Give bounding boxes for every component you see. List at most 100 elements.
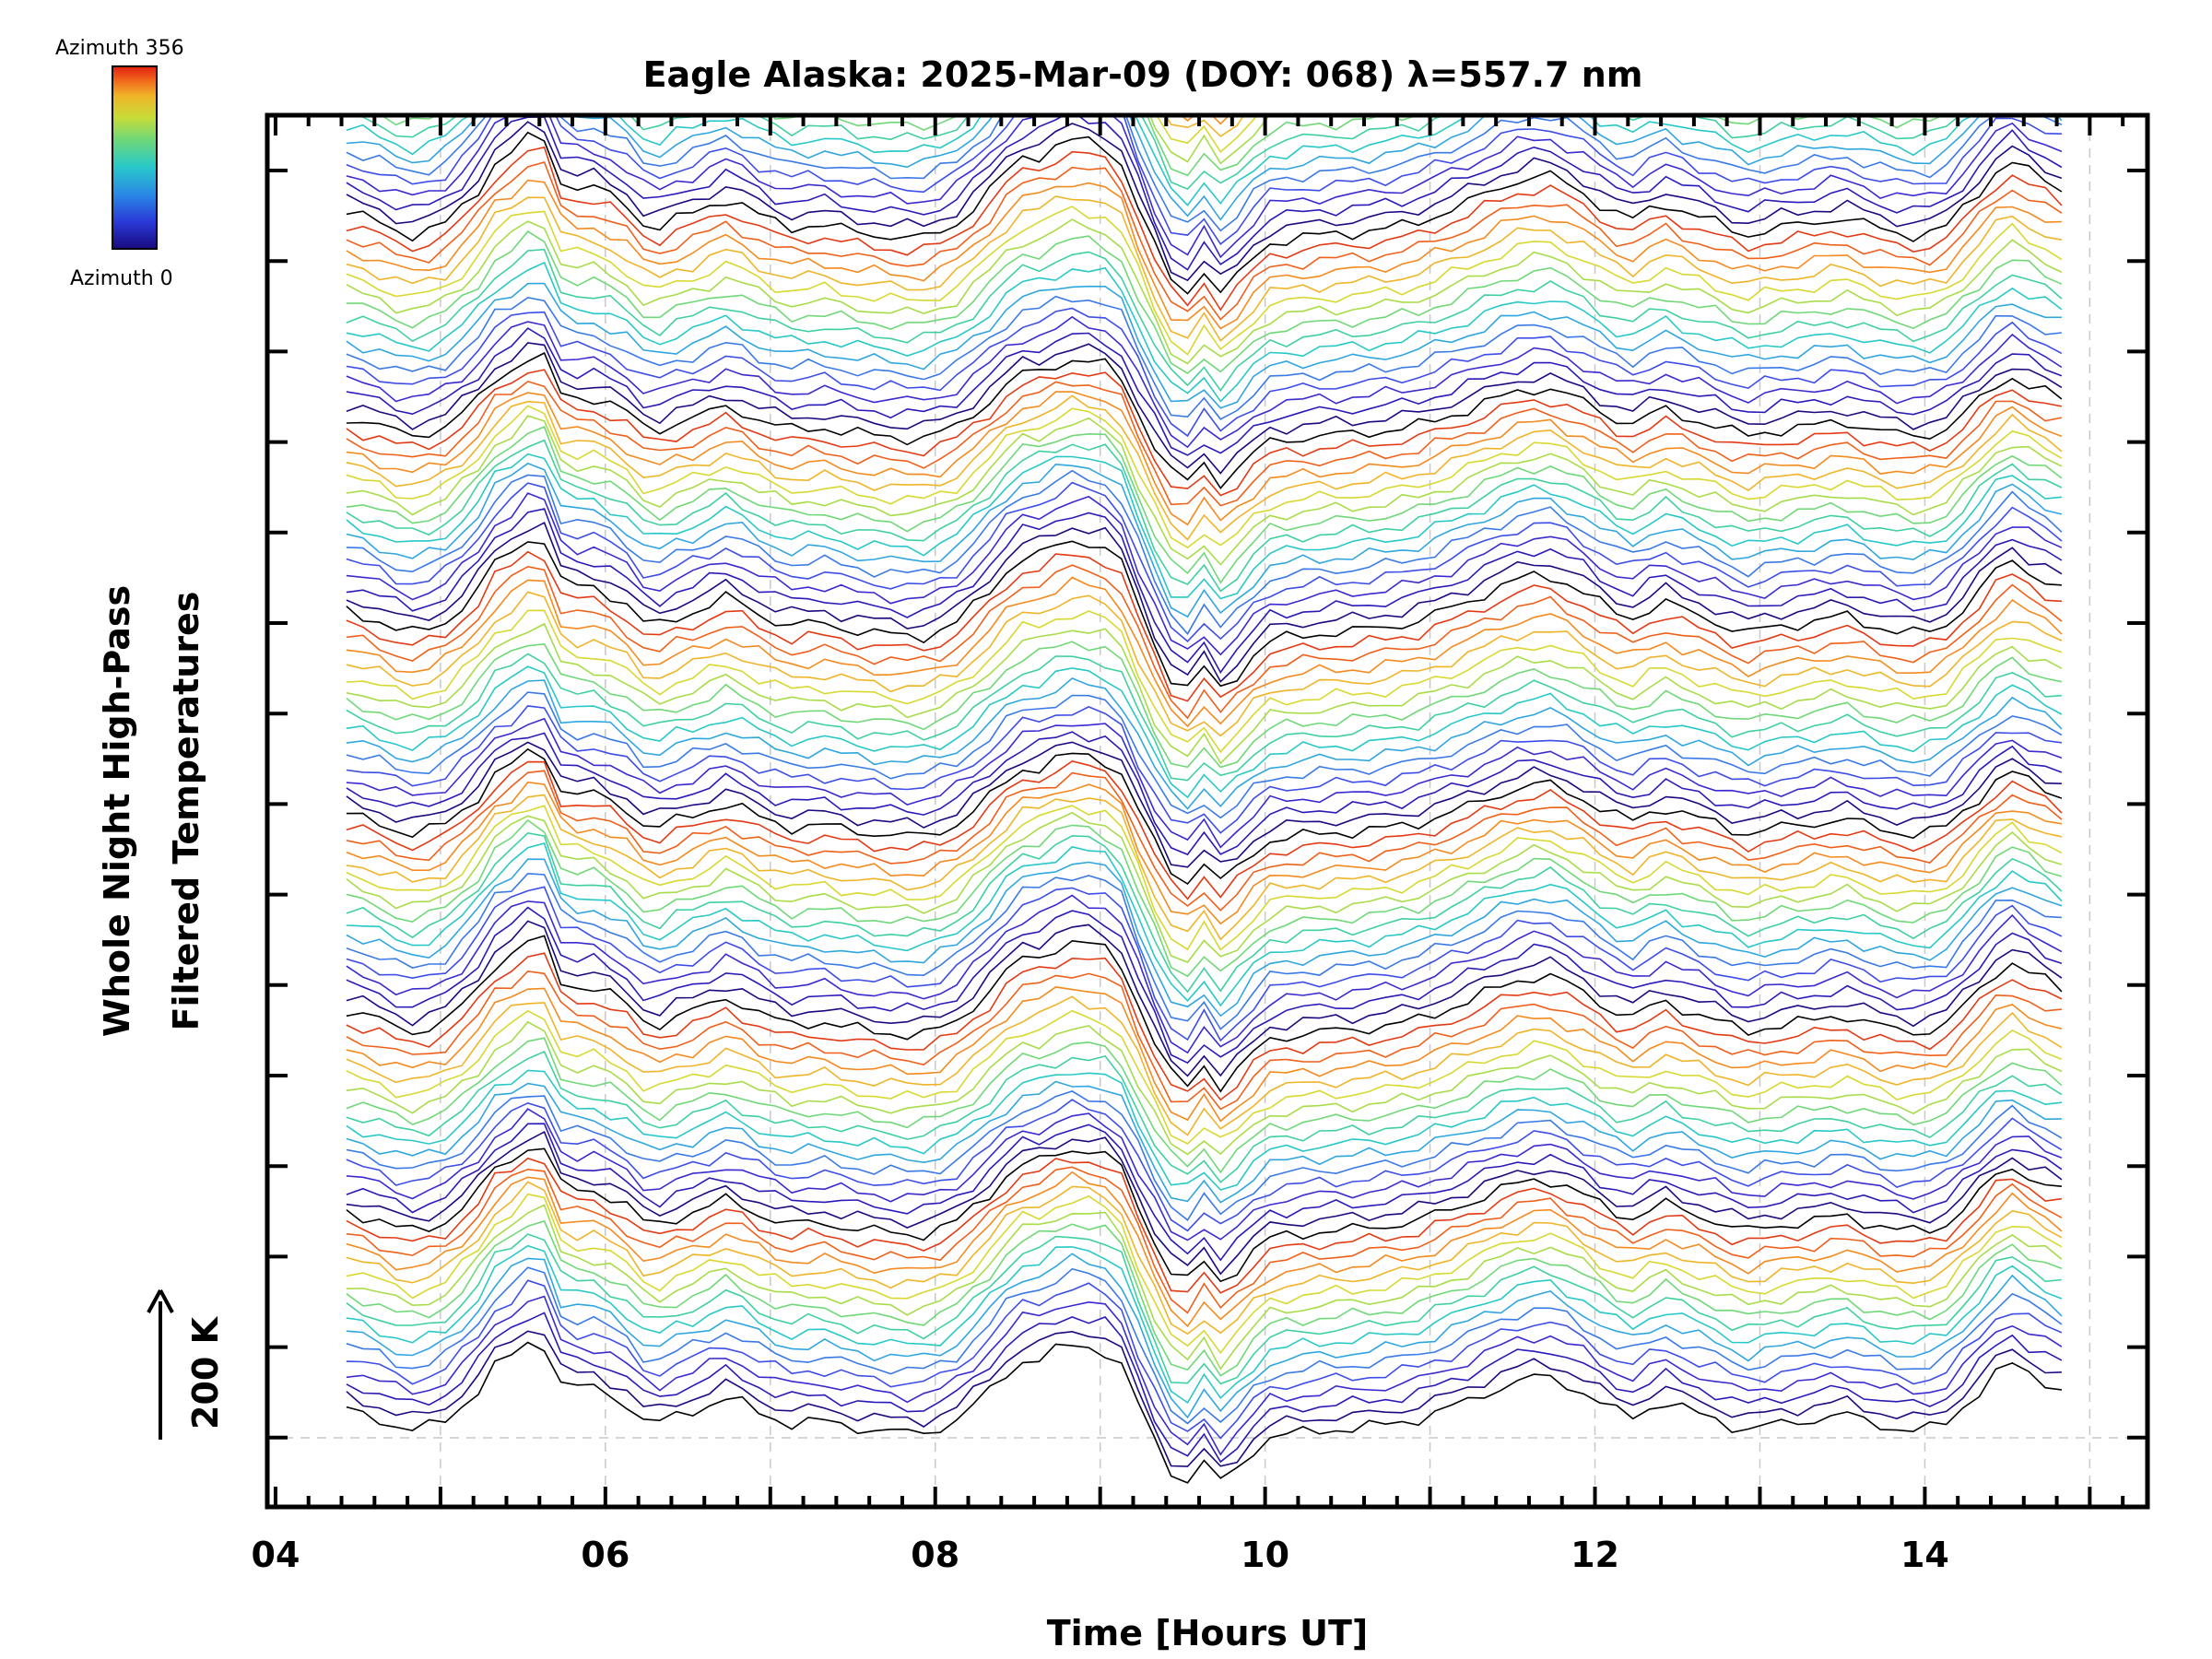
temperature-trace [346, 161, 2063, 321]
temperature-trace [346, 218, 2063, 365]
temperature-trace [346, 540, 2062, 688]
temperature-trace [346, 952, 2063, 1101]
x-tick-label: 06 [581, 1535, 629, 1575]
temperature-trace [347, 0, 2062, 36]
x-tick-labels: 04 06 08 10 12 14 [252, 1535, 1949, 1575]
temperature-trace [346, 1253, 2063, 1419]
temperature-trace [346, 1090, 2063, 1221]
temperature-trace [346, 641, 2063, 769]
temperature-trace [346, 858, 2063, 1018]
temperature-trace [346, 1147, 2062, 1283]
temperature-trace [346, 920, 2063, 1077]
temperature-trace [346, 121, 2063, 282]
x-axis-label: Time [Hours UT] [1047, 1613, 1369, 1653]
temperature-trace [347, 0, 2062, 49]
temperature-trace [346, 369, 2063, 497]
temperature-trace [346, 1080, 2062, 1204]
temperature-trace [346, 842, 2063, 1007]
temperature-trace [346, 295, 2062, 420]
temperature-trace [347, 0, 2062, 28]
colorbar [112, 65, 158, 250]
temperature-trace [346, 872, 2062, 1030]
temperature-trace [346, 970, 2062, 1111]
trace-group [346, 0, 2063, 1484]
temperature-trace [346, 805, 2063, 951]
temperature-trace [346, 747, 2063, 886]
x-tick-label: 14 [1900, 1535, 1949, 1575]
temperature-trace [346, 230, 2063, 374]
temperature-trace [346, 665, 2063, 799]
temperature-trace [346, 811, 2063, 963]
temperature-trace [346, 622, 2063, 765]
temperature-trace [346, 894, 2063, 1054]
scale-arrow-head [147, 1289, 174, 1313]
temperature-trace [346, 1204, 2063, 1371]
temperature-trace [346, 508, 2063, 674]
temperature-trace [355, 115, 1961, 191]
temperature-trace [346, 653, 2062, 782]
temperature-trace [346, 705, 2063, 834]
temperature-trace [346, 741, 2062, 868]
temperature-trace [346, 342, 2063, 475]
temperature-trace [346, 731, 2063, 856]
temperature-trace [346, 1266, 2063, 1425]
temperature-trace [346, 439, 2063, 593]
temperature-trace [346, 492, 2063, 656]
temperature-trace [1155, 115, 1259, 154]
temperature-trace [346, 1166, 2063, 1314]
temperature-trace [346, 576, 2063, 728]
x-tick-label: 12 [1571, 1535, 1619, 1575]
temperature-trace [380, 115, 1946, 177]
temperature-trace [346, 307, 2063, 438]
colorbar-top-label: Azimuth 356 [55, 37, 184, 60]
temperature-trace [346, 1108, 2063, 1241]
x-tick-label: 08 [911, 1535, 959, 1575]
temperature-trace [346, 1244, 2063, 1405]
temperature-trace [346, 1341, 2062, 1484]
temperature-trace [346, 391, 2063, 526]
temperature-trace [346, 1312, 2063, 1464]
temperature-trace [346, 1181, 2063, 1335]
temperature-trace [346, 405, 2063, 549]
temperature-trace [346, 677, 2063, 810]
temperature-trace [346, 115, 1975, 206]
temperature-trace [346, 179, 2062, 330]
temperature-trace [346, 381, 2063, 507]
temperature-trace [346, 415, 2063, 566]
temperature-trace [346, 1330, 2062, 1467]
temperature-trace [346, 1037, 2063, 1174]
temperature-trace [346, 1219, 2063, 1377]
temperature-trace [346, 394, 2063, 541]
temperature-trace [346, 462, 2063, 618]
temperature-trace [346, 935, 2063, 1093]
temperature-trace [346, 1171, 2063, 1328]
temperature-trace [346, 315, 2063, 449]
temperature-trace [346, 521, 2063, 683]
temperature-trace [1164, 115, 1245, 137]
temperature-trace [346, 986, 2063, 1123]
temperature-trace [346, 115, 2063, 232]
temperature-trace [346, 146, 2063, 312]
temperature-trace [346, 1279, 2063, 1440]
temperature-trace [346, 760, 2063, 900]
y-axis-label-line1: Whole Night High-Pass [97, 585, 137, 1037]
temperature-trace [346, 794, 2063, 941]
temperature-trace [346, 818, 2063, 978]
temperature-trace [346, 453, 2062, 600]
temperature-trace [346, 1295, 2063, 1456]
temperature-trace [346, 609, 2063, 754]
temperature-trace [346, 115, 2062, 245]
temperature-trace [902, 115, 1328, 165]
plot-frame [265, 112, 2150, 1510]
temperature-trace [346, 1130, 2063, 1276]
temperature-trace [346, 717, 2063, 849]
y-axis-label-line2: Filtered Temperatures [166, 592, 206, 1031]
temperature-trace [346, 691, 2063, 819]
temperature-trace [346, 1233, 2062, 1385]
temperature-trace [346, 115, 2063, 221]
temperature-trace [346, 351, 2063, 490]
temperature-trace [346, 115, 2063, 271]
temperature-trace [346, 591, 2063, 737]
temperature-trace [346, 1009, 2063, 1145]
